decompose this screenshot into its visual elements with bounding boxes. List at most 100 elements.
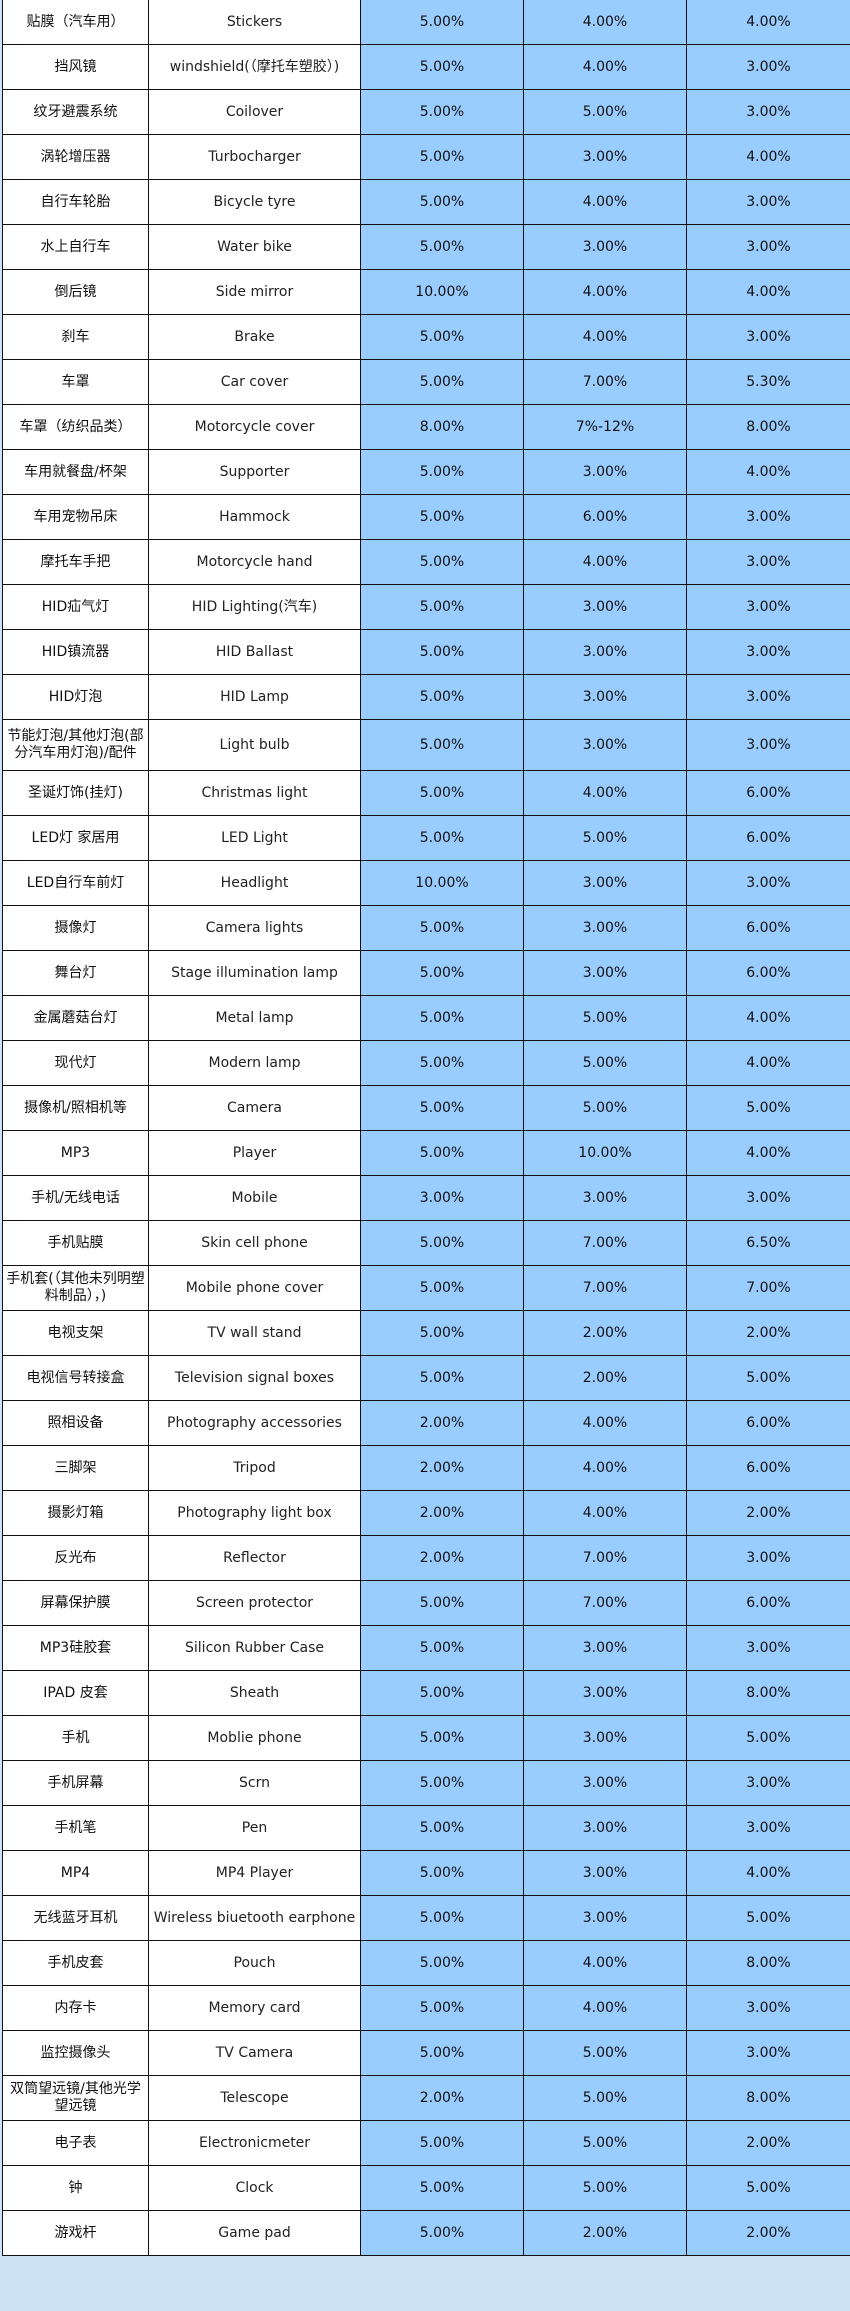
- rate-1: 5.00%: [360, 44, 524, 90]
- rate-2: 3.00%: [523, 1850, 687, 1896]
- product-name-en: Sheath: [148, 1670, 361, 1716]
- table-row: 双筒望远镜/其他光学望远镜 Telescope 2.00% 5.00% 8.00%: [2, 2075, 850, 2121]
- product-name-cn: 自行车轮胎: [2, 179, 149, 225]
- product-name-en: Mobile: [148, 1175, 361, 1221]
- product-name-en: Brake: [148, 314, 361, 360]
- rate-1: 5.00%: [360, 134, 524, 180]
- rate-3: 6.00%: [686, 1445, 850, 1491]
- product-name-cn: IPAD 皮套: [2, 1670, 149, 1716]
- table-row: 纹牙避震系统 Coilover 5.00% 5.00% 3.00%: [2, 89, 850, 135]
- product-name-cn: 摩托车手把: [2, 539, 149, 585]
- product-name-en: Supporter: [148, 449, 361, 495]
- product-name-cn: 双筒望远镜/其他光学望远镜: [2, 2075, 149, 2121]
- rate-1: 5.00%: [360, 770, 524, 816]
- rate-2: 7%-12%: [523, 404, 687, 450]
- product-name-cn: HID灯泡: [2, 674, 149, 720]
- rate-3: 7.00%: [686, 1265, 850, 1311]
- rate-1: 5.00%: [360, 449, 524, 495]
- table-row: 车罩（纺织品类） Motorcycle cover 8.00% 7%-12% 8.00%: [2, 404, 850, 450]
- rate-1: 5.00%: [360, 584, 524, 630]
- table-row: 手机笔 Pen 5.00% 3.00% 3.00%: [2, 1805, 850, 1851]
- product-name-en: Hammock: [148, 494, 361, 540]
- rate-1: 5.00%: [360, 1715, 524, 1761]
- rate-1: 5.00%: [360, 1940, 524, 1986]
- product-name-cn: 贴膜（汽车用）: [2, 0, 149, 45]
- product-name-en: Bicycle tyre: [148, 179, 361, 225]
- product-name-en: Side mirror: [148, 269, 361, 315]
- rate-1: 5.00%: [360, 1310, 524, 1356]
- product-name-cn: 圣诞灯饰(挂灯): [2, 770, 149, 816]
- table-row: 贴膜（汽车用） Stickers 5.00% 4.00% 4.00%: [2, 0, 850, 45]
- rate-1: 8.00%: [360, 404, 524, 450]
- rate-2: 7.00%: [523, 359, 687, 405]
- table-row: 舞台灯 Stage illumination lamp 5.00% 3.00% 6.00…: [2, 950, 850, 996]
- product-name-en: TV wall stand: [148, 1310, 361, 1356]
- table-row: 反光布 Reflector 2.00% 7.00% 3.00%: [2, 1535, 850, 1581]
- product-name-cn: MP3: [2, 1130, 149, 1176]
- product-name-cn: LED自行车前灯: [2, 860, 149, 906]
- product-name-en: Skin cell phone: [148, 1220, 361, 1266]
- product-name-en: Metal lamp: [148, 995, 361, 1041]
- rate-1: 5.00%: [360, 629, 524, 675]
- rate-3: 3.00%: [686, 494, 850, 540]
- product-name-en: Coilover: [148, 89, 361, 135]
- rate-3: 5.00%: [686, 1085, 850, 1131]
- rate-2: 5.00%: [523, 1040, 687, 1086]
- rate-3: 3.00%: [686, 584, 850, 630]
- table-row: 节能灯泡/其他灯泡(部分汽车用灯泡)/配件 Light bulb 5.00% 3.00…: [2, 719, 850, 771]
- rate-1: 2.00%: [360, 1535, 524, 1581]
- product-name-cn: 节能灯泡/其他灯泡(部分汽车用灯泡)/配件: [2, 719, 149, 771]
- rate-2: 4.00%: [523, 1445, 687, 1491]
- rate-1: 5.00%: [360, 1985, 524, 2031]
- rate-1: 5.00%: [360, 89, 524, 135]
- rate-3: 5.00%: [686, 1715, 850, 1761]
- rate-3: 3.00%: [686, 224, 850, 270]
- product-name-en: Player: [148, 1130, 361, 1176]
- table-row: 游戏杆 Game pad 5.00% 2.00% 2.00%: [2, 2210, 850, 2256]
- product-name-cn: 电子表: [2, 2120, 149, 2166]
- product-name-cn: 无线蓝牙耳机: [2, 1895, 149, 1941]
- rate-3: 3.00%: [686, 314, 850, 360]
- rate-2: 2.00%: [523, 1355, 687, 1401]
- table-row: 手机贴膜 Skin cell phone 5.00% 7.00% 6.50%: [2, 1220, 850, 1266]
- rate-2: 4.00%: [523, 44, 687, 90]
- product-name-en: Camera lights: [148, 905, 361, 951]
- rate-1: 5.00%: [360, 179, 524, 225]
- table-row: HID镇流器 HID Ballast 5.00% 3.00% 3.00%: [2, 629, 850, 675]
- rate-2: 5.00%: [523, 815, 687, 861]
- rate-2: 5.00%: [523, 2075, 687, 2121]
- product-name-cn: 手机屏幕: [2, 1760, 149, 1806]
- table-row: 涡轮增压器 Turbocharger 5.00% 3.00% 4.00%: [2, 134, 850, 180]
- table-row: 刹车 Brake 5.00% 4.00% 3.00%: [2, 314, 850, 360]
- rate-3: 3.00%: [686, 44, 850, 90]
- rate-3: 3.00%: [686, 1760, 850, 1806]
- product-name-cn: 游戏杆: [2, 2210, 149, 2256]
- rate-2: 4.00%: [523, 0, 687, 45]
- rate-3: 4.00%: [686, 995, 850, 1041]
- rate-3: 2.00%: [686, 1490, 850, 1536]
- product-name-en: LED Light: [148, 815, 361, 861]
- rate-1: 5.00%: [360, 1670, 524, 1716]
- table-row: 手机/无线电话 Mobile 3.00% 3.00% 3.00%: [2, 1175, 850, 1221]
- product-name-cn: 钟: [2, 2165, 149, 2211]
- rate-3: 6.50%: [686, 1220, 850, 1266]
- rate-3: 5.00%: [686, 1895, 850, 1941]
- product-name-cn: 车用就餐盘/杯架: [2, 449, 149, 495]
- rate-1: 5.00%: [360, 2165, 524, 2211]
- product-name-en: Game pad: [148, 2210, 361, 2256]
- table-row: 倒后镜 Side mirror 10.00% 4.00% 4.00%: [2, 269, 850, 315]
- rate-2: 4.00%: [523, 1940, 687, 1986]
- product-name-en: Telescope: [148, 2075, 361, 2121]
- rate-2: 4.00%: [523, 539, 687, 585]
- table-row: LED灯 家居用 LED Light 5.00% 5.00% 6.00%: [2, 815, 850, 861]
- rate-2: 5.00%: [523, 995, 687, 1041]
- rate-3: 4.00%: [686, 134, 850, 180]
- rate-1: 5.00%: [360, 2030, 524, 2076]
- product-name-cn: 监控摄像头: [2, 2030, 149, 2076]
- rate-3: 3.00%: [686, 1805, 850, 1851]
- product-name-cn: 车罩（纺织品类）: [2, 404, 149, 450]
- table-row: 手机屏幕 Scrn 5.00% 3.00% 3.00%: [2, 1760, 850, 1806]
- rate-3: 4.00%: [686, 449, 850, 495]
- table-row: 水上自行车 Water bike 5.00% 3.00% 3.00%: [2, 224, 850, 270]
- rate-3: 4.00%: [686, 1040, 850, 1086]
